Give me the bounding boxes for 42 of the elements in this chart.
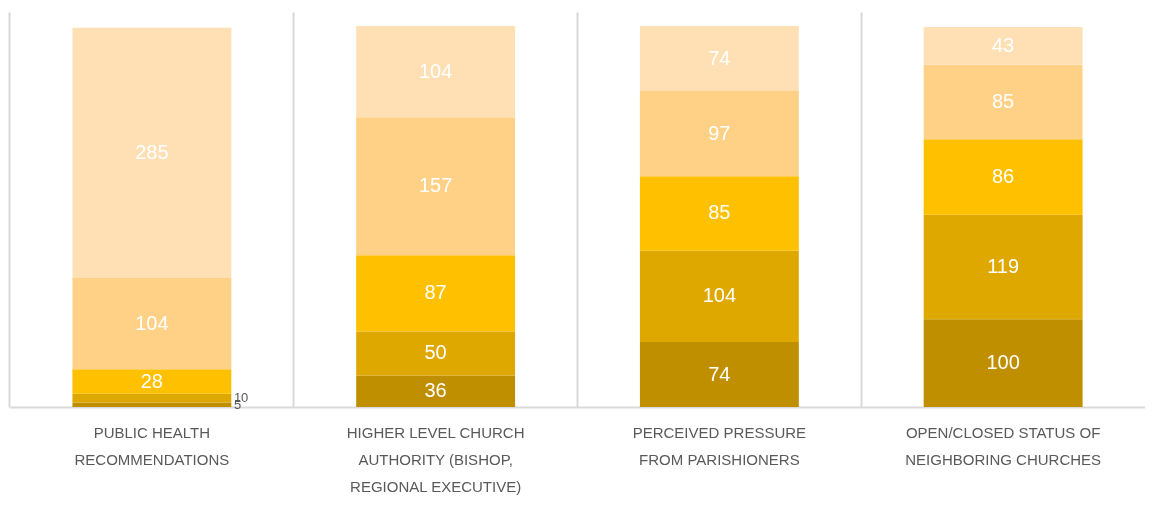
data-label: 100	[986, 351, 1020, 374]
data-label: 86	[992, 165, 1015, 188]
bar	[639, 176, 799, 251]
data-label: 285	[135, 140, 169, 163]
data-label: 104	[135, 311, 169, 334]
bar	[639, 250, 799, 343]
data-label: 74	[708, 46, 731, 69]
bar	[356, 117, 516, 256]
bar	[356, 255, 516, 332]
bar	[923, 319, 1083, 407]
bar	[356, 375, 516, 407]
data-label: 28	[140, 369, 163, 392]
bar	[639, 91, 799, 177]
bar	[72, 27, 232, 278]
x-tick-label: PUBLIC HEALTH RECOMMENDATIONS	[74, 423, 230, 468]
data-label: 85	[992, 89, 1015, 112]
bar	[72, 393, 232, 403]
x-tick-label: HIGHER LEVEL CHURCH AUTHORITY (BISHOP, REGIONAL EXECUTIVE)	[346, 423, 525, 495]
data-label: 97	[708, 121, 731, 144]
bar	[923, 64, 1083, 140]
data-label: 119	[987, 254, 1020, 277]
bar	[72, 369, 232, 394]
bar	[72, 277, 232, 370]
data-label: 50	[424, 341, 447, 364]
data-label: 104	[418, 59, 453, 82]
data-label: 36	[424, 379, 447, 402]
bar	[923, 214, 1083, 320]
data-label: 87	[424, 281, 447, 304]
x-tick-label: OPEN/CLOSED STATUS OF NEIGHBORING CHURCHES	[905, 423, 1102, 468]
bar	[923, 139, 1083, 215]
bar	[356, 331, 516, 376]
data-label: 74	[708, 362, 731, 385]
bar	[639, 342, 799, 407]
bar	[639, 26, 799, 91]
bar	[356, 26, 516, 118]
bar	[72, 402, 232, 407]
x-tick-label: PERCEIVED PRESSURE FROM PARISHIONERS	[632, 423, 807, 468]
bar	[923, 26, 1083, 65]
data-label: 157	[418, 174, 453, 197]
data-label: 43	[992, 33, 1015, 56]
data-label: 104	[702, 284, 737, 307]
data-label: 85	[708, 201, 731, 224]
